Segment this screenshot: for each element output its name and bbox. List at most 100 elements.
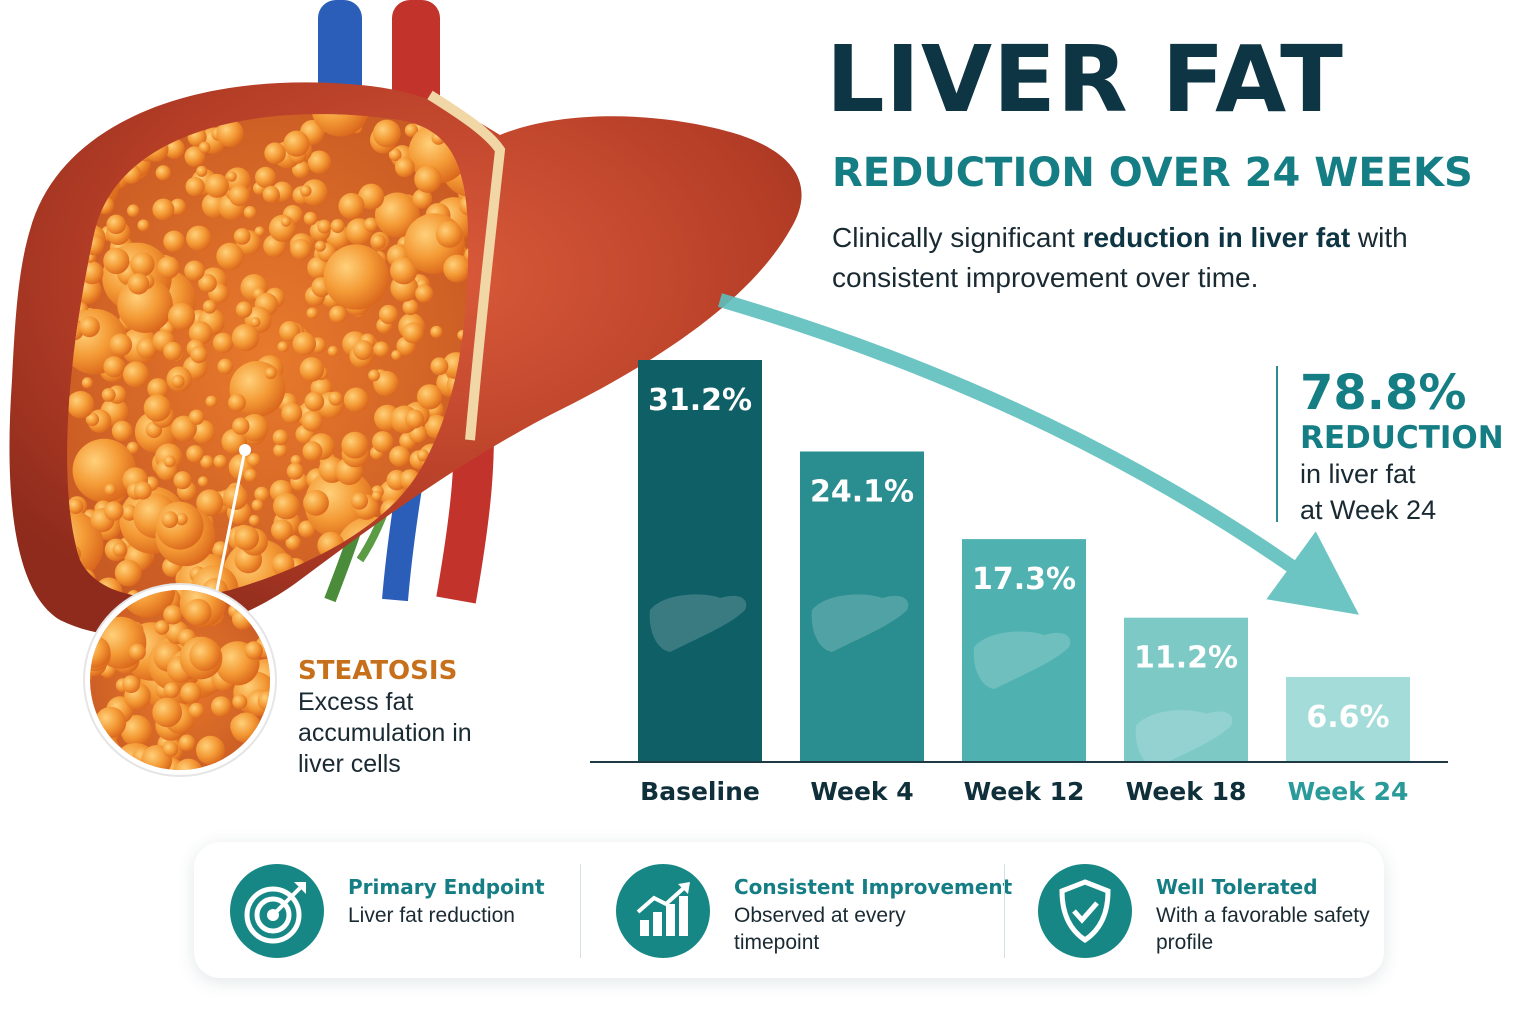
fat-droplet xyxy=(251,499,264,512)
fat-droplet xyxy=(184,146,206,167)
fat-droplet xyxy=(185,176,205,197)
fat-droplet xyxy=(195,735,225,765)
benefit-title: Well Tolerated xyxy=(1156,875,1318,899)
fat-droplet xyxy=(173,471,192,490)
fat-droplet xyxy=(104,501,124,521)
fat-droplet xyxy=(235,301,253,318)
callout-label: REDUCTION xyxy=(1300,420,1504,456)
fat-droplet xyxy=(416,449,430,462)
fat-droplet xyxy=(430,357,449,376)
x-tick-label: Week 4 xyxy=(810,777,913,806)
fat-droplet xyxy=(196,165,208,177)
page-subtitle: REDUCTION OVER 24 WEEKS xyxy=(832,150,1473,196)
fat-droplet xyxy=(246,453,261,468)
fat-droplet xyxy=(174,758,204,770)
fat-droplet xyxy=(188,321,213,345)
fat-droplet xyxy=(143,394,171,422)
bar-week-4 xyxy=(800,451,924,762)
fat-droplet xyxy=(180,682,202,704)
fat-droplet xyxy=(162,741,179,757)
fat-droplet xyxy=(167,302,196,331)
fat-droplet xyxy=(184,598,212,626)
fat-droplet xyxy=(299,357,325,382)
fat-droplet xyxy=(330,219,345,234)
fat-droplet xyxy=(374,192,420,238)
fat-droplet xyxy=(114,559,142,587)
fat-droplet xyxy=(133,481,152,500)
page-title: LIVER FAT xyxy=(826,26,1344,133)
description-pre: Clinically significant xyxy=(832,222,1083,253)
fat-droplet xyxy=(389,445,411,467)
fat-droplet xyxy=(404,123,419,138)
fat-droplet xyxy=(67,391,95,419)
fat-droplet xyxy=(430,325,443,339)
fat-droplet xyxy=(390,257,418,285)
fat-droplet xyxy=(122,675,141,694)
fat-droplet xyxy=(163,604,183,625)
fat-droplet xyxy=(200,455,214,469)
bar-value-label: 31.2% xyxy=(648,383,752,418)
fat-droplet xyxy=(243,468,258,482)
fat-droplet xyxy=(353,340,374,360)
x-tick-label: Week 12 xyxy=(964,777,1085,806)
fat-droplet xyxy=(370,234,386,250)
fat-droplet xyxy=(112,542,127,557)
fat-droplet xyxy=(306,307,319,320)
fat-droplet xyxy=(85,412,100,426)
fat-droplet xyxy=(343,387,369,413)
fat-droplet xyxy=(163,455,176,468)
fat-droplet xyxy=(103,247,130,275)
fat-droplet xyxy=(152,198,175,221)
benefit-title: Primary Endpoint xyxy=(348,875,545,899)
fat-droplet xyxy=(198,141,211,154)
fat-droplet xyxy=(329,305,347,324)
fat-droplet xyxy=(196,489,224,517)
fat-droplet xyxy=(250,317,261,328)
fat-droplet xyxy=(373,341,390,358)
liver-silhouette-icon xyxy=(811,594,909,652)
fat-droplet xyxy=(147,378,169,400)
fat-droplet xyxy=(234,525,260,551)
fat-droplet xyxy=(90,636,111,668)
fat-droplet xyxy=(186,445,204,463)
fat-droplet xyxy=(248,514,260,526)
target-icon xyxy=(230,864,324,958)
fat-droplet xyxy=(120,714,153,747)
fat-droplet xyxy=(303,211,318,226)
fat-droplet xyxy=(130,252,155,277)
benefits-panel: Primary Endpoint Liver fat reduction Con… xyxy=(194,842,1384,978)
fat-droplet xyxy=(286,462,304,480)
fat-droplet xyxy=(415,284,434,303)
fat-droplet xyxy=(371,431,394,453)
fat-droplet xyxy=(127,273,150,295)
fat-droplet xyxy=(281,402,303,424)
fat-droplet xyxy=(103,356,125,378)
fat-droplet xyxy=(163,682,180,699)
fat-droplet xyxy=(154,620,170,635)
fat-droplet xyxy=(205,395,218,408)
fat-droplet xyxy=(157,256,180,279)
fat-droplet xyxy=(126,441,139,454)
fat-droplet xyxy=(311,114,370,137)
fat-droplet xyxy=(104,483,117,496)
fat-droplet xyxy=(216,242,244,270)
callout-line-2: at Week 24 xyxy=(1300,495,1437,525)
fat-droplet xyxy=(273,492,300,520)
divider xyxy=(580,864,581,958)
liver-silhouette-icon xyxy=(1135,710,1233,768)
fat-droplet xyxy=(388,148,402,162)
steatosis-text: Excess fat accumulation in liver cells xyxy=(298,688,472,778)
fat-droplet xyxy=(163,341,183,361)
fat-droplet xyxy=(163,230,186,253)
callout-line-1: in liver fat xyxy=(1300,459,1416,489)
fat-droplet xyxy=(161,511,179,529)
fat-droplet xyxy=(363,217,379,232)
liver-silhouette-icon xyxy=(649,594,747,652)
fat-droplet xyxy=(243,206,257,219)
fat-droplet xyxy=(137,219,150,232)
fat-droplet xyxy=(175,512,188,526)
fat-droplet xyxy=(378,304,399,325)
liver-silhouette-icon xyxy=(1297,769,1395,827)
fat-droplet xyxy=(341,431,369,459)
fat-droplet xyxy=(232,417,250,435)
